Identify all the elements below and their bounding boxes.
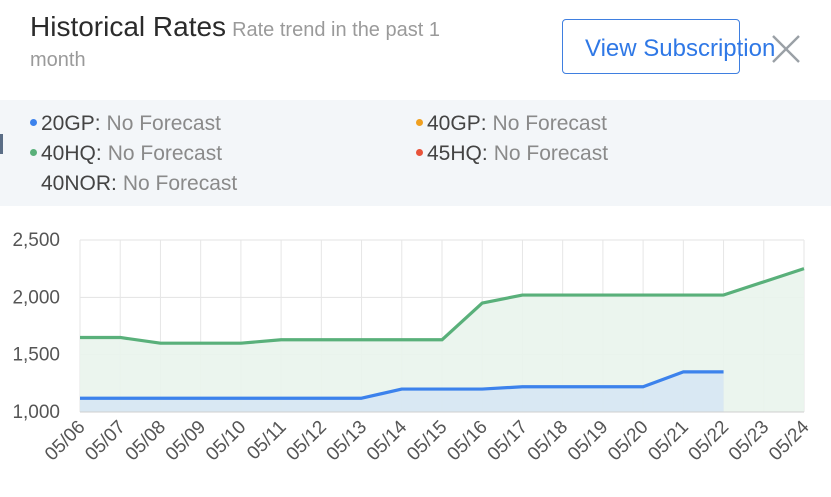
y-tick-label: 2,500 (12, 230, 60, 251)
x-tick-label: 05/07 (81, 417, 129, 465)
series-line-0 (80, 267, 805, 345)
y-tick-label: 1,000 (12, 402, 60, 423)
x-tick-label: 05/10 (202, 417, 250, 465)
legend-item-40nor: 40NOR: No Forecast (30, 172, 237, 196)
legend-item-45hq: 45HQ: No Forecast (416, 142, 608, 166)
legend-name: 40HQ: (41, 142, 102, 165)
series-area-1 (80, 371, 724, 412)
x-tick-label: 05/23 (725, 417, 773, 465)
x-tick-label: 05/20 (604, 417, 652, 465)
legend-item-20gp: 20GP: No Forecast (30, 112, 221, 136)
legend-dot-icon (30, 179, 37, 186)
page-title: Historical Rates (30, 11, 227, 42)
legend: 20GP: No Forecast 40GP: No Forecast 40HQ: N… (0, 100, 831, 206)
x-tick-label: 05/17 (484, 417, 532, 465)
title-area: Historical Rates Rate trend in the past 1… (30, 12, 530, 75)
x-tick-label: 05/16 (443, 417, 491, 465)
legend-item-40gp: 40GP: No Forecast (416, 112, 607, 136)
page-subtitle: Rate trend in the past 1 (232, 19, 440, 41)
legend-value: No Forecast (107, 142, 223, 165)
legend-value: No Forecast (106, 112, 221, 135)
y-tick-label: 1,500 (12, 345, 60, 366)
legend-dot-icon (30, 148, 37, 156)
x-tick-label: 05/11 (243, 417, 290, 464)
close-icon[interactable] (770, 33, 802, 65)
x-tick-label: 05/22 (685, 417, 733, 465)
x-tick-label: 05/24 (765, 416, 814, 465)
series-line-1 (80, 370, 724, 400)
page-subtitle-cont: month (30, 49, 86, 71)
legend-dot-icon (416, 148, 423, 156)
legend-value: No Forecast (493, 142, 609, 165)
view-subscription-button[interactable]: View Subscription (562, 19, 775, 74)
x-tick-label: 05/08 (122, 417, 170, 465)
x-tick-label: 05/21 (644, 417, 692, 465)
legend-name: 40NOR: (41, 172, 117, 195)
legend-name: 45HQ: (427, 142, 488, 165)
x-tick-label: 05/13 (323, 417, 371, 465)
x-tick-label: 05/14 (363, 416, 412, 465)
legend-name: 20GP: (41, 112, 101, 135)
x-tick-label: 05/06 (41, 417, 89, 465)
legend-value: No Forecast (492, 112, 607, 135)
left-edge-marker (0, 134, 3, 154)
legend-dot-icon (416, 118, 423, 126)
y-tick-label: 2,000 (12, 287, 60, 308)
legend-name: 40GP: (427, 112, 487, 135)
x-tick-label: 05/15 (403, 417, 451, 465)
x-tick-label: 05/19 (564, 417, 612, 465)
legend-value: No Forecast (122, 172, 238, 195)
rate-trend-chart: 1,000 1,500 2,000 2,500 05/0605/0705/0805/09… (12, 230, 814, 465)
legend-dot-icon (30, 118, 37, 126)
x-tick-label: 05/12 (282, 417, 330, 465)
x-tick-label: 05/09 (162, 417, 210, 465)
panel-header: Historical Rates Rate trend in the past 1… (0, 0, 831, 100)
x-tick-label: 05/18 (524, 417, 572, 465)
legend-item-40hq: 40HQ: No Forecast (30, 142, 222, 166)
